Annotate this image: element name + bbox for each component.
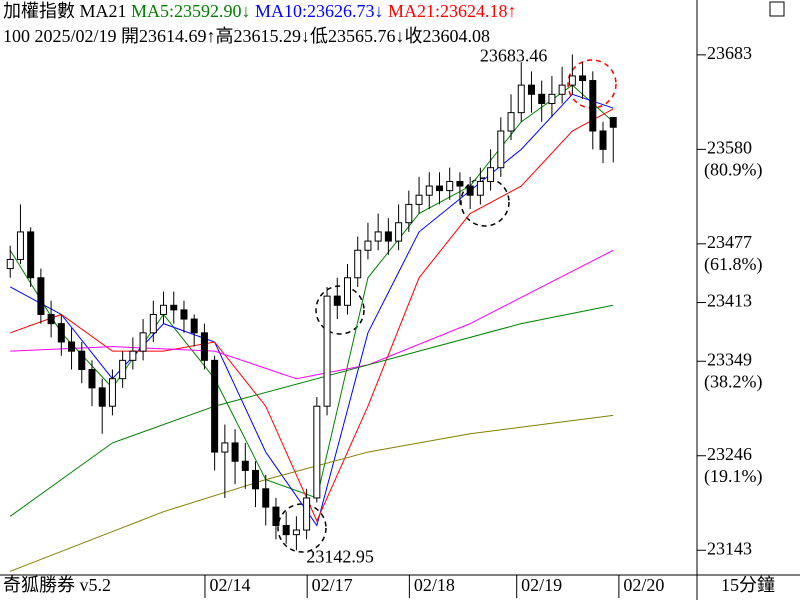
candle-body xyxy=(599,130,607,150)
candle-body xyxy=(548,93,556,104)
x-tick-label: 02/18 xyxy=(414,575,455,595)
candle-body xyxy=(37,277,45,315)
candle-body xyxy=(579,75,587,82)
candle-body xyxy=(344,277,351,306)
title: 加權指數 xyxy=(3,1,75,21)
candle-body xyxy=(119,359,127,380)
x-tick-label: 02/14 xyxy=(209,575,250,595)
candle-body xyxy=(313,405,321,499)
candle-body xyxy=(558,84,566,95)
y-tick-label: 23413 xyxy=(707,291,752,311)
brand: 奇狐勝券 v5.2 xyxy=(3,575,111,595)
candle-body xyxy=(609,117,617,128)
y-tick-label: 23349 xyxy=(707,349,752,369)
x-tick-label: 02/19 xyxy=(521,575,562,595)
candle-body xyxy=(292,529,300,536)
candle-body xyxy=(88,369,96,389)
legend-item: MA21:23624.18↑ xyxy=(388,1,517,21)
candle-body xyxy=(160,304,168,315)
level-label: (61.8%) xyxy=(704,254,762,275)
candle-body xyxy=(241,460,249,471)
candle-body xyxy=(303,497,311,531)
candle-body xyxy=(6,258,14,270)
level-label: (19.1%) xyxy=(704,466,762,487)
candle-body xyxy=(415,194,423,205)
circle xyxy=(315,285,365,335)
y-tick-label: 23143 xyxy=(707,538,752,558)
candle-body xyxy=(211,359,219,453)
candle-body xyxy=(149,313,157,334)
candle-body xyxy=(16,231,24,260)
ma-line xyxy=(10,249,614,380)
candle-body xyxy=(527,84,535,95)
candle-body xyxy=(252,469,260,490)
candle-body xyxy=(27,231,35,279)
candle-body xyxy=(446,180,454,192)
candle-body xyxy=(139,332,147,352)
candle-body xyxy=(538,93,546,104)
candle-body xyxy=(333,295,341,306)
candle-body xyxy=(405,203,413,224)
indicator: MA21 xyxy=(80,1,127,21)
y-tick-label: 23477 xyxy=(707,232,752,252)
legend-item: MA5:23592.90↓ xyxy=(131,1,251,21)
candle-body xyxy=(57,323,65,343)
y-tick-label: 23683 xyxy=(707,43,752,63)
candle-body xyxy=(180,309,188,320)
candle-body xyxy=(364,240,372,251)
candle-body xyxy=(170,304,178,311)
candle-body xyxy=(78,350,86,371)
candle-body xyxy=(425,185,433,196)
level-label: (80.9%) xyxy=(704,159,762,180)
x-tick-label: 02/17 xyxy=(312,575,353,595)
candle-body xyxy=(323,295,331,407)
level-label: (38.2%) xyxy=(704,371,762,392)
info: 100 2025/02/19 開23614.69↑高23615.29↓低2356… xyxy=(3,26,490,46)
legend-item: MA10:23626.73↓ xyxy=(255,1,384,21)
candle-body xyxy=(98,387,106,407)
ma-line xyxy=(10,108,614,523)
candle-body xyxy=(395,222,403,242)
candle-body xyxy=(221,442,229,453)
candle-body xyxy=(589,80,597,132)
header: 加權指數 MA21 MA5:23592.90↓ MA10:23626.73↓ M… xyxy=(3,1,517,21)
ma-line xyxy=(9,304,614,517)
x-tick-label: 02/20 xyxy=(623,575,664,595)
candle-body xyxy=(68,341,76,352)
candle-body xyxy=(272,506,280,526)
candle-body xyxy=(231,442,239,462)
candle-body xyxy=(476,180,484,196)
candle-body xyxy=(282,524,290,536)
candle-body xyxy=(262,488,270,508)
candle-body xyxy=(108,378,116,407)
candle-body xyxy=(384,231,392,242)
candle-body xyxy=(517,84,525,114)
y-tick-label: 23246 xyxy=(707,444,752,464)
candle-body xyxy=(435,185,443,192)
candle-body xyxy=(47,313,55,325)
window-button[interactable] xyxy=(769,1,785,17)
annotation: 23683.46 xyxy=(480,46,548,66)
candle-body xyxy=(466,185,474,196)
candle-body xyxy=(487,167,495,182)
candle-body xyxy=(374,231,382,242)
candle-body xyxy=(456,180,464,187)
candle-body xyxy=(507,112,515,132)
candle-body xyxy=(200,332,208,361)
period: 15分鐘 xyxy=(721,575,775,595)
annotation: 23142.95 xyxy=(306,546,374,566)
y-tick-label: 23580 xyxy=(707,137,752,157)
candle-body xyxy=(497,130,505,169)
candle-body xyxy=(354,249,362,279)
candle-body xyxy=(190,318,198,334)
candle-body xyxy=(568,75,576,86)
candle-body xyxy=(129,350,137,361)
